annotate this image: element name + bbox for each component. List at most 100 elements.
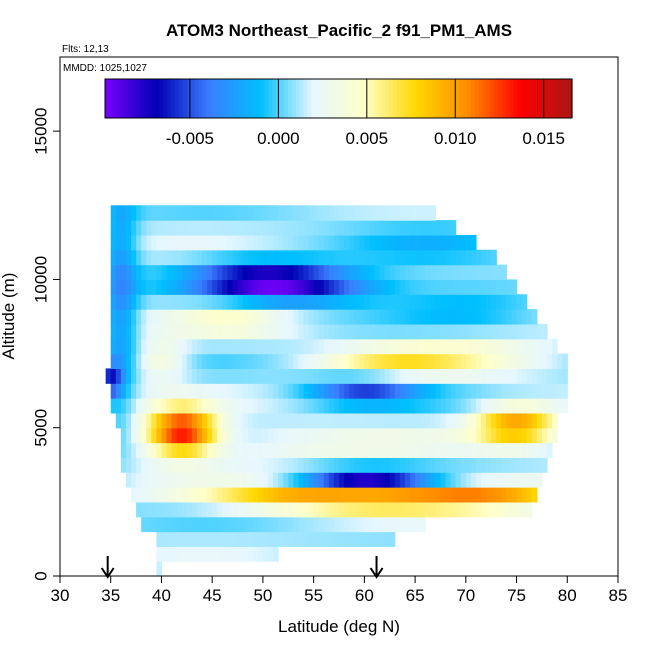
heatmap-cell — [136, 338, 142, 355]
heatmap-cell — [136, 412, 142, 429]
heatmap-cell — [384, 368, 391, 384]
heatmap-cell — [303, 427, 310, 444]
heatmap-cell — [242, 487, 249, 503]
heatmap-cell — [318, 353, 325, 369]
heatmap-cell — [369, 353, 376, 369]
heatmap-cell — [232, 487, 239, 503]
heatmap-cell — [237, 205, 244, 221]
heatmap-cell — [379, 383, 386, 399]
heatmap-cell — [359, 309, 365, 325]
heatmap-cell — [288, 442, 294, 458]
heatmap-cell — [415, 427, 421, 444]
heatmap-cell — [125, 457, 132, 473]
heatmap-cell — [344, 264, 350, 281]
heatmap-cell — [131, 427, 137, 444]
heatmap-cell — [267, 264, 274, 281]
heatmap-cell — [141, 279, 147, 295]
heatmap-cell — [247, 398, 254, 414]
heatmap-cell — [303, 249, 310, 266]
heatmap-cell — [166, 412, 173, 429]
heatmap-cell — [278, 457, 284, 473]
colorbar-segment — [124, 79, 129, 118]
heatmap-cell — [278, 294, 284, 310]
heatmap-cell — [450, 353, 457, 369]
heatmap-cell — [501, 427, 507, 444]
heatmap-cell — [410, 309, 416, 325]
heatmap-cell — [475, 294, 482, 310]
heatmap-cell — [430, 427, 436, 444]
heatmap-cell — [328, 294, 335, 310]
heatmap-cell — [131, 412, 137, 429]
heatmap-cell — [267, 383, 274, 399]
heatmap-cell — [394, 412, 401, 429]
colorbar-segment — [350, 79, 355, 118]
heatmap-cell — [207, 205, 213, 221]
x-tick-label: 40 — [152, 586, 171, 605]
heatmap-cell — [546, 353, 553, 369]
heatmap-cell — [410, 501, 416, 518]
heatmap-cell — [384, 234, 391, 251]
heatmap-cell — [262, 294, 269, 310]
heatmap-cell — [420, 427, 426, 444]
heatmap-cell — [303, 234, 310, 251]
heatmap-cell — [552, 353, 558, 369]
heatmap-cell — [247, 501, 254, 518]
heatmap-cell — [298, 501, 305, 518]
heatmap-cell — [166, 249, 173, 266]
heatmap-cell — [470, 501, 477, 518]
heatmap-cell — [496, 472, 502, 488]
heatmap-cell — [161, 234, 168, 251]
heatmap-cell — [552, 398, 558, 414]
heatmap-cell — [273, 531, 279, 547]
heatmap-cell — [328, 383, 335, 399]
heatmap-cell — [196, 205, 203, 221]
heatmap-cell — [465, 427, 472, 444]
heatmap-cell — [339, 383, 345, 399]
heatmap-cell — [455, 398, 462, 414]
heatmap-cell — [333, 220, 340, 236]
heatmap-cell — [202, 353, 208, 369]
heatmap-cell — [207, 516, 213, 533]
heatmap-cell — [120, 279, 127, 295]
heatmap-cell — [506, 353, 513, 369]
heatmap-cell — [207, 442, 213, 458]
heatmap-cell — [349, 412, 355, 429]
heatmap-cell — [425, 205, 431, 221]
heatmap-cell — [308, 427, 315, 444]
heatmap-cell — [318, 427, 325, 444]
heatmap-cell — [202, 398, 208, 414]
heatmap-cell — [323, 472, 330, 488]
heatmap-cell — [435, 338, 442, 355]
heatmap-cell — [399, 353, 406, 369]
heatmap-cell — [516, 487, 523, 503]
heatmap-cell — [110, 234, 117, 251]
heatmap-cell — [333, 442, 340, 458]
heatmap-cell — [267, 487, 274, 503]
heatmap-cell — [364, 249, 371, 266]
heatmap-cell — [212, 338, 218, 355]
heatmap-cell — [460, 398, 467, 414]
heatmap-cell — [521, 472, 528, 488]
heatmap-cell — [541, 323, 548, 340]
heatmap-cell — [486, 442, 492, 458]
heatmap-cell — [232, 442, 239, 458]
heatmap-cell — [491, 427, 497, 444]
heatmap-cell — [415, 279, 421, 295]
heatmap-cell — [308, 323, 315, 340]
heatmap-cell — [186, 309, 193, 325]
colorbar-segment — [416, 79, 421, 118]
heatmap-cell — [131, 353, 137, 369]
heatmap-cell — [146, 412, 152, 429]
heatmap-cell — [120, 368, 127, 384]
heatmap-cell — [323, 398, 330, 414]
heatmap-cell — [242, 531, 249, 547]
heatmap-cell — [308, 234, 315, 251]
heatmap-cell — [455, 427, 462, 444]
heatmap-cell — [420, 338, 426, 355]
heatmap-cell — [151, 427, 157, 444]
heatmap-cell — [425, 249, 431, 266]
heatmap-cell — [389, 487, 396, 503]
heatmap-cell — [257, 323, 264, 340]
heatmap-cell — [293, 398, 300, 414]
heatmap-cell — [232, 294, 239, 310]
